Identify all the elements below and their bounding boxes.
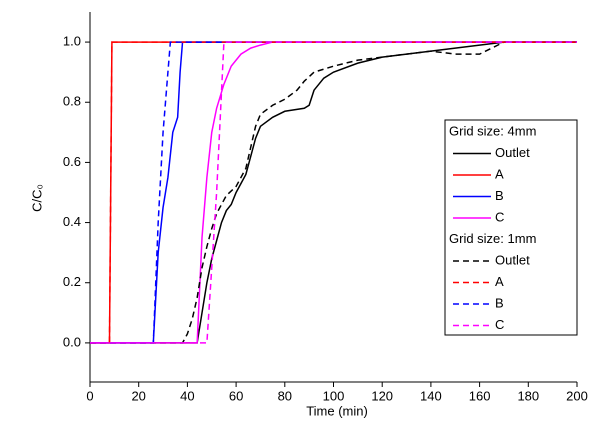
legend-label: Outlet: [495, 145, 530, 160]
x-tick-label: 80: [278, 388, 292, 403]
x-tick-label: 20: [131, 388, 145, 403]
x-tick-label: 0: [86, 388, 93, 403]
legend-label: A: [495, 166, 504, 181]
series-line: [90, 41, 577, 344]
x-axis-label: Time (min): [306, 403, 368, 418]
series-line: [90, 41, 577, 344]
legend-label: C: [495, 317, 504, 332]
x-tick-label: 40: [180, 388, 194, 403]
legend-label: Outlet: [495, 252, 530, 267]
x-tick-label: 160: [469, 388, 491, 403]
series-line: [90, 41, 577, 344]
x-tick-label: 120: [371, 388, 393, 403]
legend-box: [444, 119, 578, 336]
legend-label: B: [495, 295, 504, 310]
y-tick-label: 0.0: [63, 334, 81, 349]
series-line: [90, 41, 577, 344]
y-tick-label: 0.6: [63, 154, 81, 169]
y-tick-label: 0.4: [63, 214, 81, 229]
series-line: [90, 41, 577, 344]
y-tick-label: 1.0: [63, 34, 81, 49]
legend-group-title: Grid size: 4mm: [449, 123, 536, 138]
legend-label: A: [495, 274, 504, 289]
y-tick-label: 0.2: [63, 274, 81, 289]
x-tick-label: 60: [229, 388, 243, 403]
y-axis-label: C/C₀: [29, 184, 44, 212]
x-tick-label: 100: [323, 388, 345, 403]
legend-group-title: Grid size: 1mm: [449, 231, 536, 246]
legend-label: C: [495, 209, 504, 224]
x-tick-label: 140: [420, 388, 442, 403]
x-tick-label: 180: [517, 388, 539, 403]
y-tick-label: 0.8: [63, 94, 81, 109]
legend-label: B: [495, 188, 504, 203]
x-tick-label: 200: [566, 388, 588, 403]
